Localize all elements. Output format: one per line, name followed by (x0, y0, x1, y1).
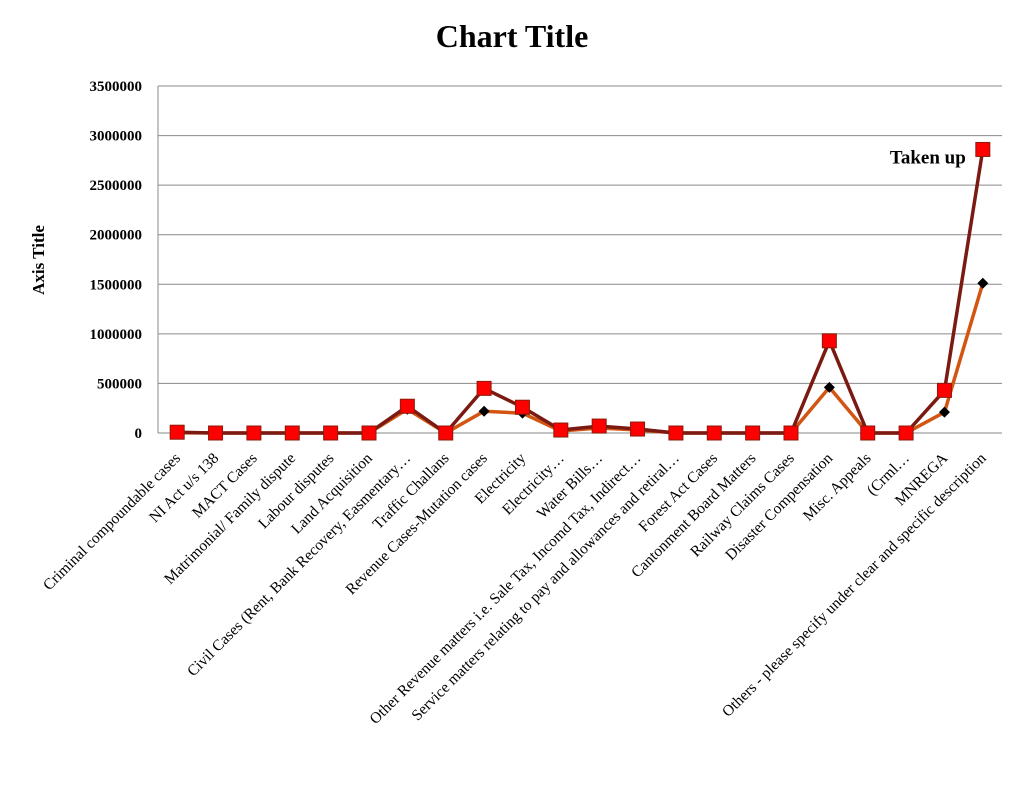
y-tick-label: 1000000 (90, 327, 143, 343)
y-axis-title: Axis Title (29, 225, 48, 295)
data-point-square (975, 141, 991, 157)
data-point-square (668, 425, 684, 441)
series-line-1 (177, 282, 985, 435)
data-point-square (591, 418, 607, 434)
y-tick-labels: 0 500000 1000000 1500000 2000000 2500000 30000… (90, 79, 143, 442)
annotations: Taken up (890, 147, 966, 168)
data-point-square (399, 398, 415, 414)
y-tick-label: 0 (135, 426, 143, 442)
data-label-taken-up: Taken up (890, 147, 966, 168)
data-point-square (514, 399, 530, 415)
data-point-square (630, 421, 646, 437)
data-point-square (476, 380, 492, 396)
data-point-square (208, 425, 224, 441)
y-tick-label: 2500000 (90, 178, 143, 194)
data-point-square (361, 425, 377, 441)
data-point-square (284, 425, 300, 441)
data-point-square (745, 425, 761, 441)
data-point-square (323, 425, 339, 441)
data-point-diamond (977, 277, 989, 289)
data-point-square (936, 382, 952, 398)
gridlines (158, 85, 1002, 384)
data-point-square (898, 425, 914, 441)
data-point-square (169, 424, 185, 440)
y-tick-label: 3000000 (90, 129, 143, 145)
data-point-square (706, 425, 722, 441)
axes (157, 86, 1002, 434)
data-point-square (438, 425, 454, 441)
data-point-diamond (823, 381, 835, 393)
y-tick-label: 500000 (97, 376, 142, 392)
chart-title: Chart Title (436, 18, 589, 54)
data-point-square (553, 422, 569, 438)
y-tick-label: 3500000 (90, 79, 143, 95)
series-line-2 (177, 149, 985, 435)
data-point-diamond (938, 406, 950, 418)
y-tick-label: 2000000 (90, 228, 143, 244)
data-point-square (860, 425, 876, 441)
series-layer (169, 141, 991, 441)
data-point-square (246, 425, 262, 441)
data-point-square (783, 425, 799, 441)
data-point-diamond (478, 405, 490, 417)
x-tick-label: Criminal compoundable cases (40, 450, 184, 594)
data-point-square (821, 333, 837, 349)
y-tick-label: 1500000 (90, 277, 143, 293)
